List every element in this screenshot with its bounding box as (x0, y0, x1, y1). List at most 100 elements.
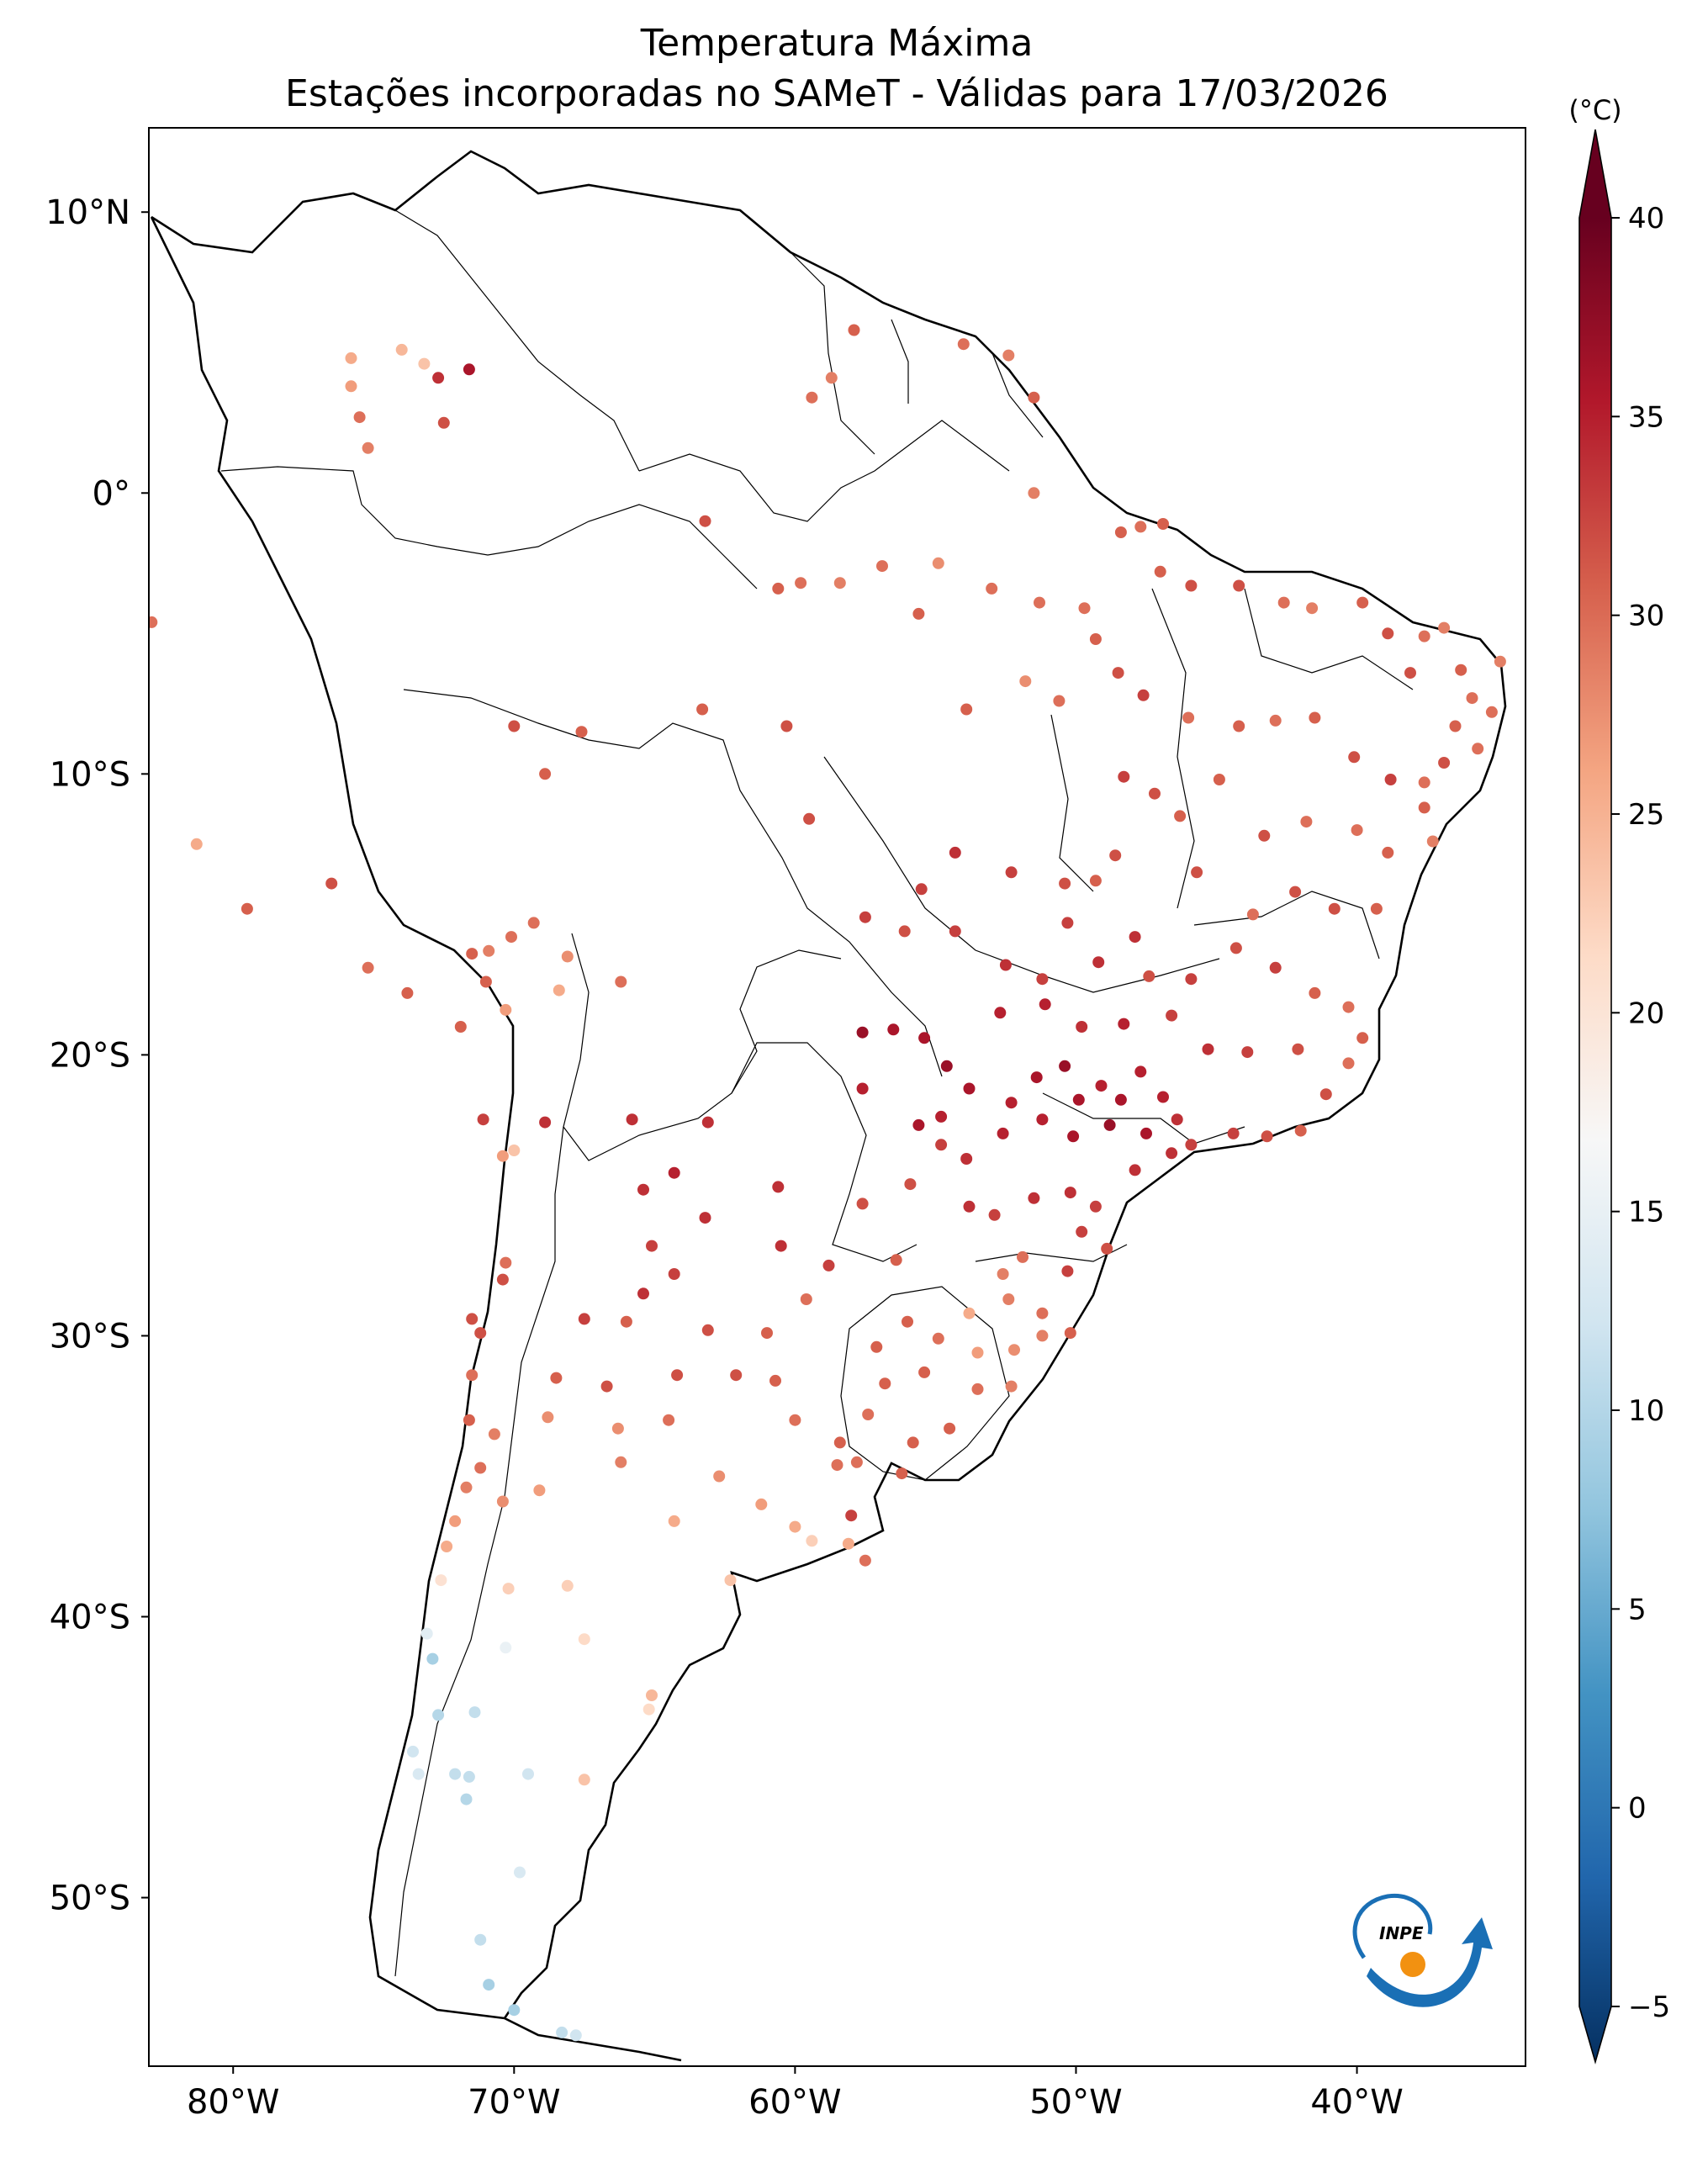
station-point (1008, 1344, 1020, 1356)
station-point (466, 1369, 479, 1382)
lon-tick-label: 80°W (187, 2083, 279, 2122)
station-point (932, 1332, 944, 1345)
station-point (1028, 391, 1040, 404)
station-point (353, 411, 366, 424)
station-point (1005, 866, 1018, 879)
station-point (550, 1372, 563, 1384)
station-point (345, 352, 357, 364)
station-point (432, 372, 445, 384)
station-point (960, 703, 973, 716)
latitude-tick-labels: 10°N 0° 10°S 20°S 30°S 40°S 50°S (45, 193, 149, 1918)
station-point (1019, 675, 1032, 688)
map-layer (149, 150, 1507, 2062)
station-point (780, 720, 793, 732)
station-point (668, 1166, 680, 1179)
station-point (1076, 1225, 1088, 1238)
station-point (1039, 998, 1051, 1011)
colorbar-tick-label: −5 (1628, 1990, 1670, 2024)
station-point (553, 984, 565, 997)
station-point (896, 1467, 908, 1480)
station-point (395, 343, 408, 356)
station-point (325, 877, 338, 890)
station-point (1227, 1127, 1240, 1139)
station-point (887, 1023, 900, 1036)
station-point (466, 1313, 479, 1325)
station-point (1328, 902, 1340, 915)
station-point (407, 1745, 419, 1758)
station-point (1472, 743, 1484, 755)
station-point (496, 1495, 509, 1508)
station-point (1319, 1088, 1332, 1101)
station-point (412, 1768, 425, 1780)
station-point (1438, 757, 1451, 769)
station-point (822, 1259, 835, 1271)
station-point (833, 1436, 846, 1449)
border-venezuela-brazil (638, 420, 1010, 522)
station-point (795, 577, 807, 589)
lat-tick-label: 10°S (50, 755, 130, 794)
lat-tick-label: 50°S (50, 1879, 130, 1918)
station-point (1076, 1021, 1088, 1033)
station-point (190, 838, 203, 850)
station-point (466, 948, 479, 960)
station-point (460, 1481, 473, 1494)
station-point (898, 925, 911, 938)
border-colombia-venezuela (394, 209, 640, 472)
station-point (420, 1627, 433, 1640)
station-point (963, 1082, 976, 1095)
station-point (940, 1060, 953, 1072)
station-point (935, 1110, 948, 1123)
station-point (1246, 908, 1259, 921)
station-point (1494, 655, 1506, 668)
station-point (1017, 1250, 1029, 1263)
station-point (1092, 956, 1105, 969)
station-point (848, 324, 860, 336)
station-point (1002, 1293, 1015, 1305)
station-point (856, 1026, 869, 1039)
station-point (1137, 689, 1150, 701)
station-point (1466, 692, 1478, 705)
logo-orange-dot (1400, 1952, 1425, 1977)
station-point (508, 2004, 521, 2017)
station-point (1089, 633, 1102, 645)
station-point (1118, 1018, 1130, 1030)
station-point (1028, 487, 1040, 500)
station-point (561, 950, 574, 963)
station-point (1455, 663, 1467, 676)
station-point (696, 703, 709, 716)
station-point (1149, 787, 1161, 800)
station-point (620, 1315, 632, 1328)
station-point (514, 1866, 526, 1879)
station-point (1157, 1091, 1169, 1103)
station-point (1036, 1330, 1049, 1342)
station-point (1053, 695, 1066, 707)
title-line-1: Temperatura Máxima (640, 22, 1034, 65)
station-point (859, 911, 871, 923)
station-point (949, 925, 961, 938)
station-point (724, 1574, 737, 1587)
colorbar-tick-label: 35 (1628, 400, 1664, 434)
station-point (345, 380, 357, 393)
station-point (850, 1456, 863, 1468)
inpe-logo: INPE (1352, 1893, 1493, 2007)
station-point (800, 1293, 812, 1305)
station-point (441, 1541, 453, 1552)
station-point (578, 1313, 590, 1325)
station-point (772, 582, 785, 595)
colorbar-tick-label: 30 (1628, 600, 1664, 633)
station-point (1241, 1046, 1254, 1059)
station-point (502, 1583, 515, 1595)
station-point (671, 1369, 684, 1382)
station-point (1109, 849, 1122, 862)
station-point (1300, 816, 1313, 828)
station-point (1171, 1113, 1183, 1126)
station-point (1114, 1093, 1127, 1106)
station-point (890, 1254, 902, 1266)
logo-swoosh (1352, 1893, 1433, 1959)
station-point (1174, 810, 1187, 822)
station-point (496, 1273, 509, 1286)
station-point (1233, 579, 1245, 592)
station-point (1348, 751, 1361, 764)
station-point (646, 1240, 658, 1252)
